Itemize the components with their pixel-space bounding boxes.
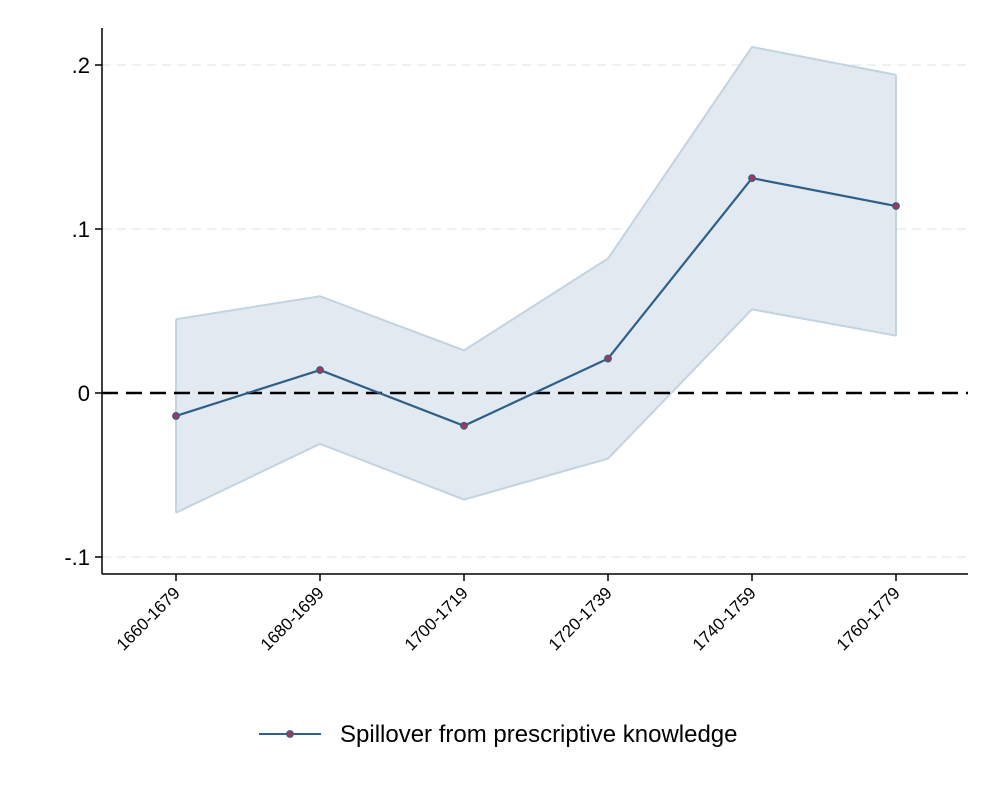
- confidence-band: [176, 46, 896, 513]
- series-line-layer: [175, 176, 897, 427]
- legend-label: Spillover from prescriptive knowledge: [340, 721, 738, 748]
- x-tick-labels: 1660-1679 1680-1699 1700-1719 1720-1739 1740…: [113, 583, 904, 654]
- confidence-band-layer: [175, 45, 897, 514]
- data-point-1660-1679: [172, 412, 180, 420]
- data-point-1720-1739: [604, 354, 612, 363]
- data-point-1700-1719: [460, 421, 468, 430]
- y-tick-label--.1: -.1: [64, 545, 90, 570]
- legend-marker-swatch: [286, 730, 294, 738]
- series-markers: [172, 174, 900, 430]
- data-point-1760-1779: [892, 202, 900, 210]
- y-tick-labels: -.1 0 .1 .2: [64, 53, 90, 570]
- x-tick-label-1720-1739: 1720-1739: [545, 583, 616, 654]
- x-tick-label-1680-1699: 1680-1699: [257, 583, 328, 654]
- legend: Spillover from prescriptive knowledge: [259, 721, 738, 748]
- data-point-1740-1759: [748, 174, 756, 183]
- confidence-band-upper-edge: [175, 45, 897, 352]
- confidence-band-lower-edge: [175, 308, 897, 514]
- axes: [95, 28, 968, 581]
- series-line: [175, 176, 897, 427]
- y-tick-label-.1: .1: [72, 217, 90, 242]
- y-tick-label-0: 0: [78, 381, 90, 406]
- x-tick-label-1740-1759: 1740-1759: [689, 583, 760, 654]
- x-tick-label-1660-1679: 1660-1679: [113, 583, 184, 654]
- x-tick-label-1760-1779: 1760-1779: [833, 583, 904, 654]
- y-tick-label-.2: .2: [72, 53, 90, 78]
- x-tick-label-1700-1719: 1700-1719: [401, 583, 472, 654]
- data-point-1680-1699: [316, 366, 324, 374]
